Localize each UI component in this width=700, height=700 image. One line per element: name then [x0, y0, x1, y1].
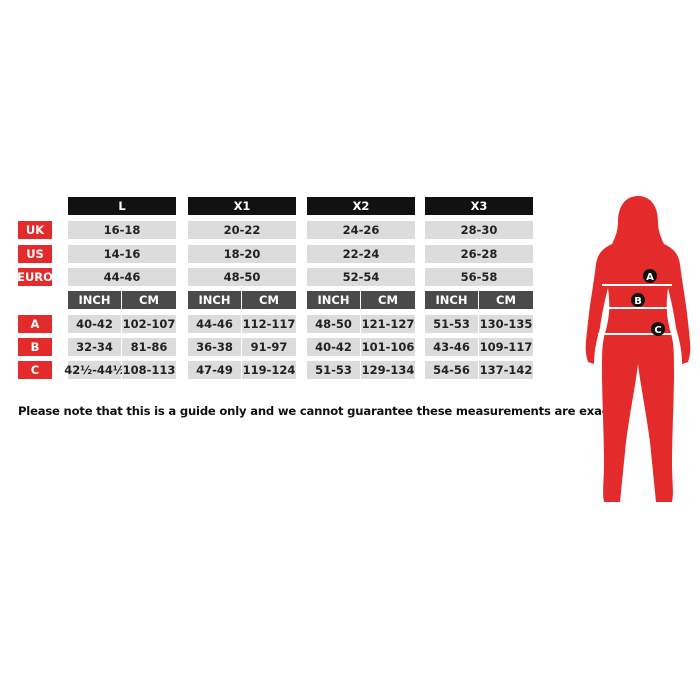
measure-b-cm: 91-97	[242, 338, 296, 356]
measure-a-inch: 48-50	[307, 315, 360, 333]
measure-b-inch: 32-34	[68, 338, 121, 356]
measure-c-cm: 119-124	[242, 361, 296, 379]
unit-inch: INCH	[188, 291, 241, 309]
unit-cm: CM	[361, 291, 415, 309]
size-header: X2	[307, 197, 415, 215]
size-us: 22-24	[307, 245, 415, 263]
row-label-uk: UK	[18, 221, 52, 239]
measure-c-cm: 108-113	[122, 361, 176, 379]
measure-a-cm: 121-127	[361, 315, 415, 333]
row-label-euro: EURO	[17, 268, 53, 286]
row-label-a: A	[18, 315, 52, 333]
measure-c-inch: 42½-44½	[64, 361, 125, 379]
measure-c-inch: 51-53	[307, 361, 360, 379]
measure-a-inch: 51-53	[425, 315, 478, 333]
svg-text:B: B	[634, 296, 642, 307]
size-header: X3	[425, 197, 533, 215]
measure-c-cm: 129-134	[361, 361, 415, 379]
row-label-c: C	[18, 361, 52, 379]
size-euro: 52-54	[307, 268, 415, 286]
marker-c: C	[651, 322, 665, 336]
measure-a-inch: 40-42	[68, 315, 121, 333]
disclaimer-note: Please note that this is a guide only an…	[18, 404, 618, 418]
size-uk: 28-30	[425, 221, 533, 239]
measure-a-cm: 130-135	[479, 315, 533, 333]
unit-inch: INCH	[425, 291, 478, 309]
unit-inch: INCH	[68, 291, 121, 309]
row-label-b: B	[18, 338, 52, 356]
measure-a-inch: 44-46	[188, 315, 241, 333]
size-header: X1	[188, 197, 296, 215]
measure-b-inch: 40-42	[307, 338, 360, 356]
marker-a: A	[643, 269, 657, 283]
unit-cm: CM	[242, 291, 296, 309]
size-us: 26-28	[425, 245, 533, 263]
measure-b-cm: 109-117	[479, 338, 533, 356]
measure-c-inch: 47-49	[188, 361, 241, 379]
size-uk: 16-18	[68, 221, 176, 239]
size-euro: 56-58	[425, 268, 533, 286]
measure-b-cm: 101-106	[361, 338, 415, 356]
size-header: L	[68, 197, 176, 215]
size-us: 18-20	[188, 245, 296, 263]
svg-text:A: A	[646, 272, 654, 283]
measure-a-cm: 112-117	[242, 315, 296, 333]
measure-b-inch: 43-46	[425, 338, 478, 356]
size-euro: 44-46	[68, 268, 176, 286]
svg-text:C: C	[654, 325, 661, 336]
measure-c-cm: 137-142	[479, 361, 533, 379]
row-label-us: US	[18, 245, 52, 263]
measure-b-inch: 36-38	[188, 338, 241, 356]
unit-cm: CM	[122, 291, 176, 309]
body-silhouette-icon: A B C	[585, 196, 691, 502]
measure-c-inch: 54-56	[425, 361, 478, 379]
unit-cm: CM	[479, 291, 533, 309]
size-euro: 48-50	[188, 268, 296, 286]
marker-b: B	[631, 293, 645, 307]
unit-inch: INCH	[307, 291, 360, 309]
size-uk: 20-22	[188, 221, 296, 239]
measure-a-cm: 102-107	[122, 315, 176, 333]
size-uk: 24-26	[307, 221, 415, 239]
size-us: 14-16	[68, 245, 176, 263]
measure-b-cm: 81-86	[122, 338, 176, 356]
